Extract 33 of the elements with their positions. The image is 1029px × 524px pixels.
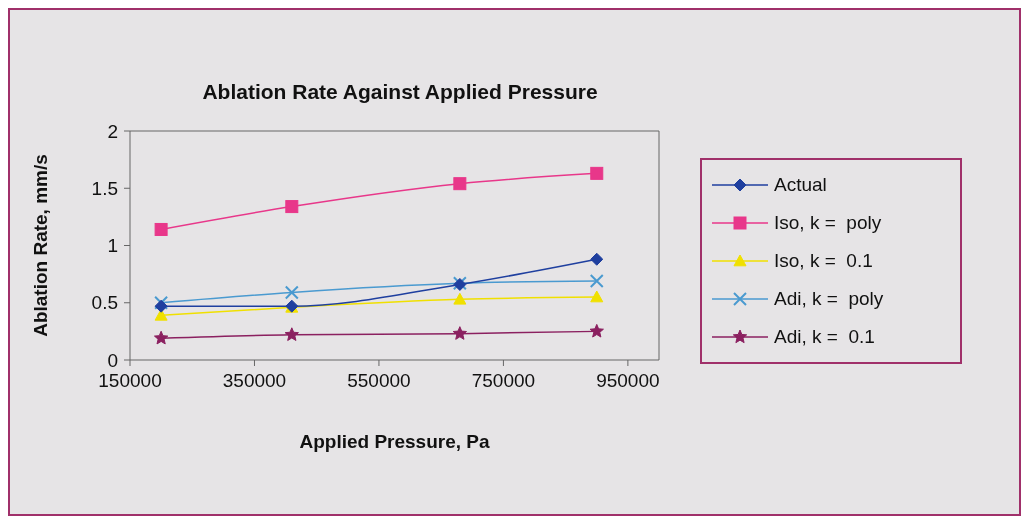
y-tick-label: 1 — [107, 235, 118, 257]
x-tick-label: 950000 — [596, 370, 660, 392]
legend-label: Adi, k = 0.1 — [774, 326, 875, 348]
x-tick-label: 150000 — [98, 370, 162, 392]
chart-title: Ablation Rate Against Applied Pressure — [201, 80, 599, 104]
point — [590, 290, 604, 303]
legend-label: Actual — [774, 174, 827, 196]
point — [284, 285, 299, 300]
legend-label: Iso, k = 0.1 — [774, 250, 873, 272]
y-tick-label: 0.5 — [91, 292, 118, 314]
point — [589, 274, 604, 288]
point — [153, 330, 169, 345]
point — [284, 327, 299, 341]
y-tick-label: 1.5 — [91, 177, 118, 199]
point — [285, 200, 299, 214]
legend-label: Adi, k = poly — [774, 288, 884, 310]
y-tick-label: 0 — [107, 349, 118, 371]
y-axis-title: Ablation Rate, mm/s — [29, 154, 51, 337]
point — [154, 299, 168, 313]
x-tick-label: 350000 — [222, 370, 287, 392]
point — [453, 292, 467, 305]
point — [452, 326, 467, 340]
x-tick-label: 750000 — [471, 370, 536, 392]
point — [590, 166, 604, 180]
point — [453, 177, 467, 191]
point — [154, 295, 169, 310]
x-axis-title: Applied Pressure, Pa — [299, 431, 490, 452]
y-tick-label: 2 — [107, 120, 118, 142]
point — [154, 222, 168, 236]
point — [589, 323, 604, 338]
legend-label: Iso, k = poly — [774, 212, 882, 234]
point — [590, 252, 604, 266]
x-tick-label: 550000 — [347, 370, 411, 392]
